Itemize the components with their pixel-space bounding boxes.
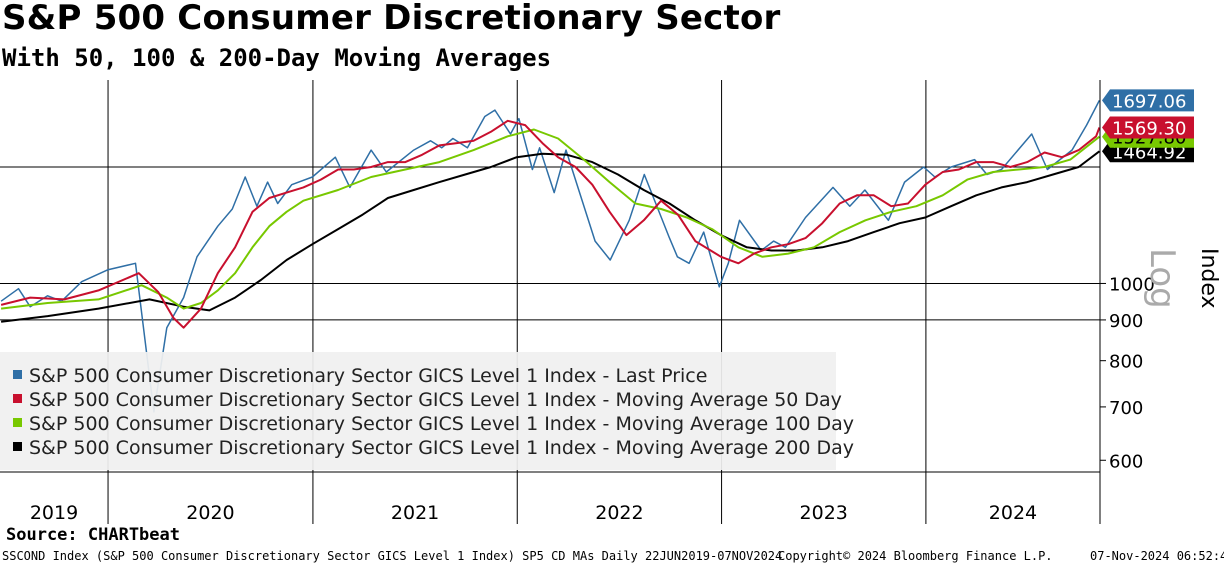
- grid-layer: [0, 80, 1100, 524]
- footer-ticker-info: SSCOND Index (S&P 500 Consumer Discretio…: [2, 549, 783, 563]
- axis-layer: 2019 2020 2021 2022 2023 2024 600 700 800 900 1000: [0, 80, 1155, 524]
- legend-swatch: [13, 394, 22, 403]
- x-tick-label: 2019: [30, 502, 78, 524]
- y-tick-label: 700: [1109, 398, 1143, 419]
- badge-shape: [1102, 89, 1194, 112]
- series-layer: [0, 100, 1101, 413]
- legend-swatch: [13, 418, 22, 427]
- legend-label: S&P 500 Consumer Discretionary Sector GI…: [29, 389, 842, 411]
- x-tick-label: 2021: [391, 502, 439, 524]
- last-value-badge-0: 1697.06: [1102, 89, 1194, 112]
- badge-value: 1697.06: [1112, 91, 1186, 112]
- series-line-3: [0, 150, 1101, 323]
- x-tick-label: 2024: [989, 502, 1037, 524]
- legend-item-ma-200: S&P 500 Consumer Discretionary Sector GI…: [13, 437, 854, 461]
- last-value-badge-1: 1569.30: [1102, 116, 1194, 140]
- chart-legend: S&P 500 Consumer Discretionary Sector GI…: [0, 352, 854, 470]
- y-tick-label: 1000: [1109, 274, 1155, 295]
- badge-value: 1569.30: [1112, 119, 1186, 140]
- series-line-2: [0, 128, 1101, 310]
- footer-copyright: Copyright© 2024 Bloomberg Finance L.P.: [778, 549, 1053, 563]
- legend-item-ma-100: S&P 500 Consumer Discretionary Sector GI…: [13, 413, 854, 437]
- y-tick-label: 600: [1109, 451, 1143, 472]
- x-tick-label: 2020: [186, 502, 234, 524]
- series-line-0: [0, 100, 1101, 413]
- log-scale-label: Log: [1142, 248, 1182, 309]
- legend-item-last-price: S&P 500 Consumer Discretionary Sector GI…: [13, 365, 707, 389]
- source-note: Source: CHARTbeat: [6, 525, 180, 545]
- y-tick-label: 800: [1109, 352, 1143, 373]
- chart-canvas: 2019 2020 2021 2022 2023 2024 600 700 800 900 1000…: [0, 80, 1194, 524]
- y-tick-label: 900: [1109, 311, 1143, 332]
- legend-item-ma-50: S&P 500 Consumer Discretionary Sector GI…: [13, 389, 842, 413]
- footer-timestamp: 07-Nov-2024 06:52:46: [1090, 549, 1224, 563]
- x-tick-label: 2022: [595, 502, 643, 524]
- y-axis-title: Index: [1196, 248, 1221, 309]
- legend-label: S&P 500 Consumer Discretionary Sector GI…: [29, 413, 855, 435]
- legend-swatch: [13, 370, 22, 379]
- x-tick-label: 2023: [800, 502, 848, 524]
- badge-shape: [1102, 116, 1194, 139]
- legend-label: S&P 500 Consumer Discretionary Sector GI…: [29, 437, 855, 459]
- chart-title: S&P 500 Consumer Discretionary Sector: [2, 0, 781, 38]
- legend-label: S&P 500 Consumer Discretionary Sector GI…: [29, 365, 708, 387]
- chart-subtitle: With 50, 100 & 200-Day Moving Averages: [2, 44, 552, 72]
- series-line-1: [0, 119, 1101, 329]
- legend-swatch: [13, 442, 22, 451]
